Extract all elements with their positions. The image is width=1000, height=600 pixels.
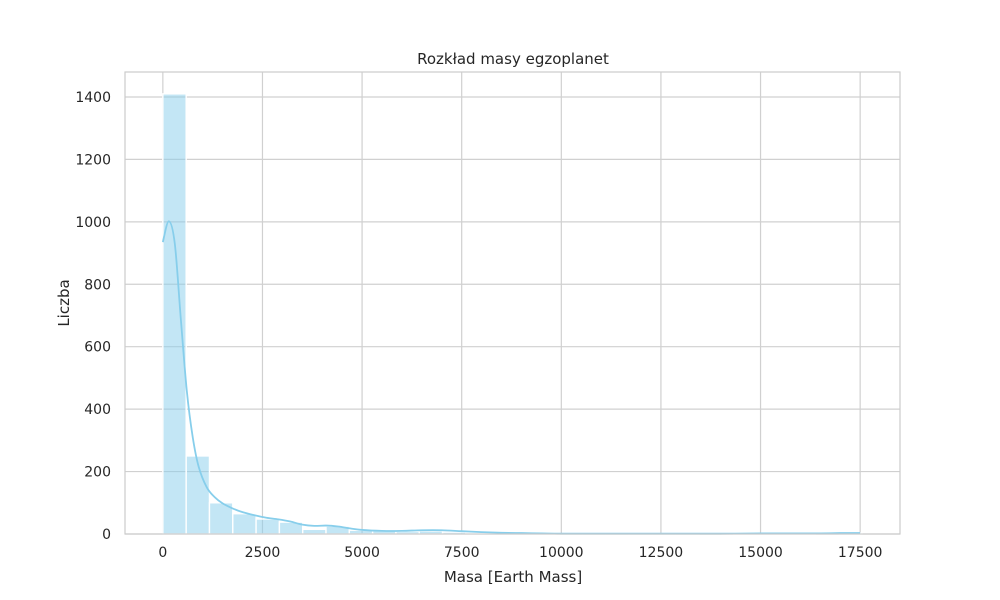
y-tick-label: 0 xyxy=(102,527,111,543)
x-axis-label: Masa [Earth Mass] xyxy=(444,568,582,586)
y-axis-label: Liczba xyxy=(55,279,73,326)
histogram-bar xyxy=(232,513,257,535)
histogram-bar xyxy=(162,93,187,535)
x-tick-label: 10000 xyxy=(539,545,584,561)
chart-title: Rozkład masy egzoplanet xyxy=(417,50,609,68)
x-tick-label: 0 xyxy=(158,545,167,561)
x-tick-labels: 0 2500 5000 7500 10000 12500 15000 17500 xyxy=(158,545,882,561)
grid xyxy=(125,72,900,535)
x-tick-label: 7500 xyxy=(444,545,480,561)
x-tick-label: 15000 xyxy=(738,545,783,561)
y-tick-label: 400 xyxy=(84,402,111,418)
x-tick-label: 12500 xyxy=(639,545,684,561)
y-tick-label: 200 xyxy=(84,465,111,481)
histogram-bar xyxy=(302,528,327,535)
y-tick-label: 1200 xyxy=(75,152,111,168)
histogram-bar xyxy=(255,518,281,535)
y-tick-label: 600 xyxy=(84,340,111,356)
histogram-bar xyxy=(185,455,211,535)
plot-frame xyxy=(124,71,901,535)
y-tick-labels: 0 200 400 600 800 1000 1200 1400 xyxy=(75,90,111,543)
y-tick-label: 1000 xyxy=(75,215,111,231)
y-tick-label: 1400 xyxy=(75,90,111,106)
x-tick-label: 2500 xyxy=(245,545,281,561)
histogram-bars xyxy=(162,93,863,535)
x-tick-label: 17500 xyxy=(838,545,883,561)
y-tick-label: 800 xyxy=(84,277,111,293)
x-tick-label: 5000 xyxy=(344,545,380,561)
